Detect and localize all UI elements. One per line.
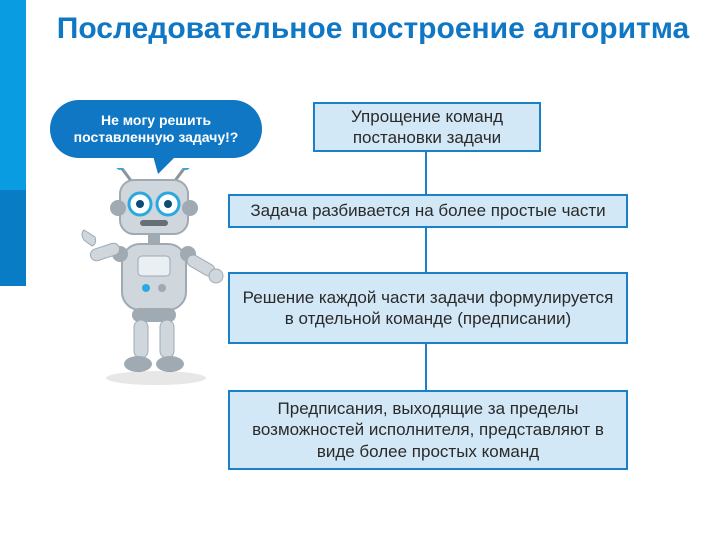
sidebar-accent-top bbox=[0, 0, 26, 190]
step-box-1: Упрощение команд постановки задачи bbox=[313, 102, 541, 152]
connector-1 bbox=[425, 152, 427, 194]
step-box-4: Предписания, выходящие за пределы возмож… bbox=[228, 390, 628, 470]
robot-illustration bbox=[70, 168, 240, 388]
step-box-3: Решение каждой части задачи формулируетс… bbox=[228, 272, 628, 344]
sidebar-accent-bottom bbox=[0, 190, 26, 286]
page-title: Последовательное построение алгоритма bbox=[40, 12, 706, 47]
connector-2 bbox=[425, 228, 427, 272]
step-box-2: Задача разбивается на более простые част… bbox=[228, 194, 628, 228]
speech-bubble-text: Не могу решить поставленную задачу!? bbox=[60, 112, 252, 147]
connector-3 bbox=[425, 344, 427, 390]
speech-bubble: Не могу решить поставленную задачу!? bbox=[50, 100, 262, 158]
